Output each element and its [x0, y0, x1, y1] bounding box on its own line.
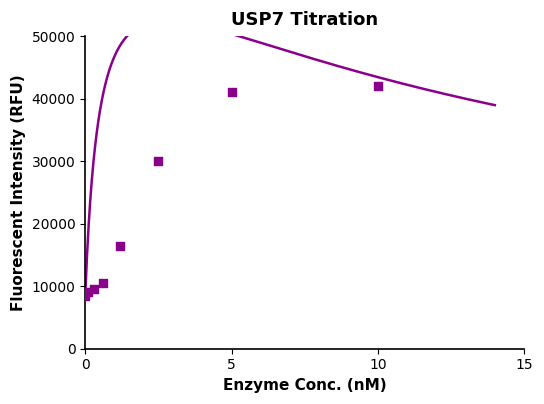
- Point: [373, 83, 382, 89]
- Point: [81, 292, 90, 299]
- Y-axis label: Fluorescent Intensity (RFU): Fluorescent Intensity (RFU): [11, 74, 26, 311]
- X-axis label: Enzyme Conc. (nM): Enzyme Conc. (nM): [223, 378, 386, 393]
- Point: [227, 89, 236, 96]
- Point: [154, 158, 163, 164]
- Point: [116, 242, 125, 249]
- Point: [90, 286, 98, 292]
- Title: USP7 Titration: USP7 Titration: [231, 11, 378, 29]
- Point: [98, 280, 107, 286]
- Point: [84, 289, 92, 296]
